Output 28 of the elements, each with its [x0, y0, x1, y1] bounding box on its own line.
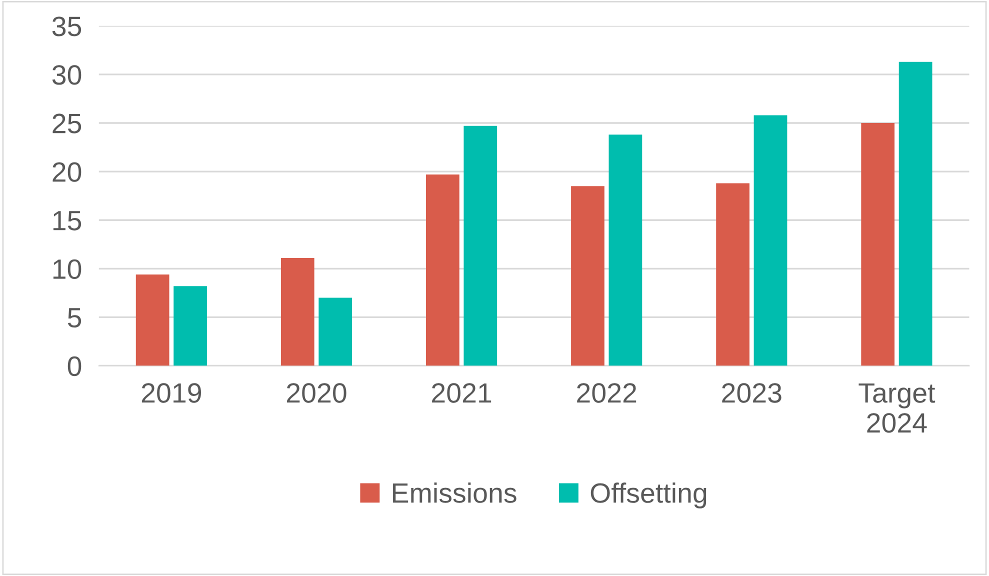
- bar: [280, 258, 314, 366]
- bar: [174, 286, 207, 366]
- y-tick-label: 35: [52, 16, 82, 36]
- y-tick-label: 10: [53, 259, 82, 279]
- bar: [136, 274, 170, 366]
- y-tick-label: 0: [68, 356, 82, 376]
- bar: [464, 126, 498, 366]
- x-tick-label: 2023: [722, 383, 782, 403]
- bar: [571, 186, 604, 366]
- bar: [716, 183, 750, 366]
- bar: [426, 174, 460, 366]
- x-tick-label: 2020: [286, 383, 346, 403]
- bar: [754, 115, 788, 366]
- y-tick-label: 20: [52, 162, 82, 182]
- bar: [608, 134, 642, 366]
- bar: [318, 298, 352, 366]
- bar: [861, 123, 895, 366]
- y-tick-label: 30: [52, 65, 82, 85]
- legend-label: Emissions: [393, 482, 516, 503]
- y-tick-label: 5: [68, 308, 82, 328]
- x-tick-label: 2021: [432, 383, 492, 403]
- x-tick-label: Target 2024: [858, 383, 936, 433]
- bar: [898, 62, 932, 366]
- x-tick-label: 2022: [577, 383, 636, 403]
- legend-label: Offsetting: [590, 482, 706, 508]
- y-tick-label: 15: [53, 211, 82, 230]
- y-tick-label: 25: [52, 114, 82, 134]
- x-tick-label: 2019: [142, 383, 202, 403]
